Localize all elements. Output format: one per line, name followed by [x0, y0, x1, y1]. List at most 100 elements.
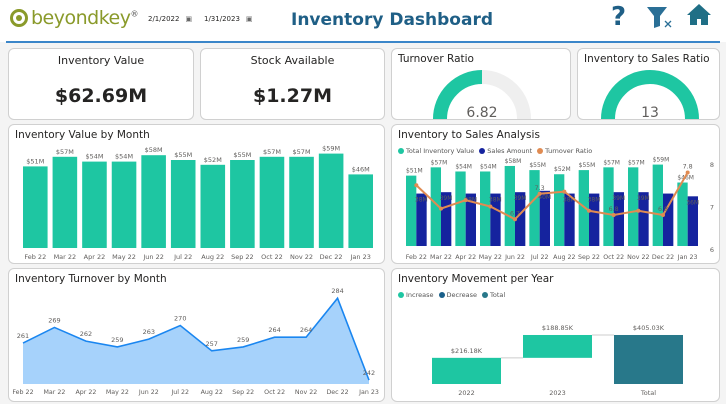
bar-inventory	[603, 167, 614, 246]
kpi-inventory-value: Inventory Value $62.69M	[8, 48, 194, 120]
bar-sales	[515, 192, 526, 246]
data-label: 264	[300, 326, 312, 334]
data-label: 264	[268, 326, 280, 334]
bar-sales	[687, 196, 698, 246]
chart-inventory-sales-analysis: Inventory to Sales Analysis Total Invent…	[391, 124, 720, 264]
turnover-line	[415, 171, 689, 221]
bar-inventory	[480, 171, 491, 246]
data-label: $55M	[174, 151, 192, 159]
data-label: $57M	[293, 148, 311, 156]
bar	[141, 155, 166, 248]
legend-item: Increase	[398, 291, 434, 299]
data-label: 38M	[489, 197, 502, 204]
data-label: 39M	[637, 195, 650, 202]
data-label: 39M	[612, 195, 625, 202]
x-tick-label: Feb 22	[406, 254, 427, 261]
data-label: $57M	[263, 148, 281, 156]
x-tick-label: Feb 22	[12, 389, 33, 396]
data-label: $52M	[204, 156, 222, 164]
data-label: $54M	[85, 153, 103, 161]
data-label: $57M	[603, 159, 620, 166]
bar-inventory	[455, 171, 466, 246]
legend: Increase Decrease Total	[398, 291, 505, 299]
data-label: 263	[143, 328, 155, 336]
data-label: $188.85K	[542, 324, 574, 332]
bar	[200, 164, 226, 248]
data-label: $52M	[554, 166, 571, 173]
bar-sales	[465, 193, 476, 246]
combo-chart: $51M 38M Feb 22 $57M 39M Mar 22 $54M 38M Apr 22 $…	[406, 157, 714, 261]
bar	[170, 160, 196, 248]
turnover-point	[611, 213, 616, 217]
turnover-point	[537, 191, 542, 196]
header-divider	[6, 41, 720, 43]
chart-inventory-turnover-by-month: Inventory Turnover by Month 261 Feb 22 269…	[8, 268, 385, 402]
data-label: $54M	[480, 163, 497, 170]
bar-chart: $51M Feb 22 $57M Mar 22 $54M Apr 22 $54M May 22…	[23, 145, 373, 261]
end-date-picker[interactable]: 1/31/2023 ▣	[201, 12, 256, 26]
data-label: 38M	[588, 197, 601, 204]
data-label: 259	[237, 336, 249, 344]
gauge-value: 13	[641, 105, 659, 121]
gauge-turnover-ratio: Turnover Ratio 6.82	[391, 48, 571, 121]
x-tick-label: Aug 22	[553, 254, 575, 261]
kpi-stock-available: Stock Available $1.27M	[200, 48, 385, 120]
data-label: 242	[363, 369, 375, 377]
data-label: $54M	[455, 163, 472, 170]
bar-sales	[613, 192, 624, 246]
x-tick-label: Total	[640, 389, 656, 397]
bar-inventory	[677, 182, 688, 246]
data-label: 38M	[464, 197, 477, 204]
data-label: 40M	[538, 194, 551, 201]
turnover-point	[587, 208, 591, 213]
gauge: 6.82	[433, 70, 531, 121]
x-tick-label: Jan 23	[677, 254, 698, 261]
turnover-point	[562, 189, 567, 194]
x-tick-label: Mar 22	[44, 389, 66, 396]
data-label: 257	[206, 340, 218, 348]
bar-sales	[490, 193, 501, 246]
data-label: $46M	[677, 175, 694, 182]
home-icon[interactable]	[686, 3, 712, 27]
data-label: $54M	[115, 153, 133, 161]
data-label: 6.8	[658, 206, 668, 213]
gauge-fill	[601, 70, 699, 120]
x-tick-label: Aug 22	[201, 253, 224, 261]
data-label: 36M	[686, 199, 699, 206]
data-label: 7.8	[683, 164, 693, 171]
x-tick-label: Sep 22	[231, 253, 254, 261]
start-date-picker[interactable]: 2/1/2022 ▣	[145, 12, 196, 26]
data-label: $58M	[505, 158, 522, 165]
bar	[111, 161, 137, 248]
data-label: $55M	[233, 151, 251, 159]
calendar-icon: ▣	[185, 15, 193, 23]
y2-tick-label: 8	[710, 161, 714, 169]
x-tick-label: Mar 22	[54, 253, 77, 261]
help-icon[interactable]: ?	[611, 2, 627, 32]
data-label: $46M	[352, 165, 370, 173]
bar-inventory	[529, 170, 540, 246]
turnover-point	[439, 206, 443, 211]
data-label: 284	[331, 287, 343, 295]
data-label: 262	[80, 330, 92, 338]
bar-inventory	[554, 174, 565, 246]
area-line	[22, 296, 370, 381]
x-tick-label: Nov 22	[627, 254, 649, 261]
legend-item: Total	[482, 291, 505, 299]
x-tick-label: May 22	[112, 253, 136, 261]
x-tick-label: May 22	[106, 389, 129, 396]
bar	[318, 153, 344, 248]
data-label: $216.18K	[451, 347, 483, 355]
clear-filter-icon[interactable]	[645, 4, 675, 30]
x-tick-label: Oct 22	[603, 254, 624, 261]
bar	[289, 156, 314, 248]
bar-sales	[589, 193, 600, 246]
area-fill	[23, 298, 369, 384]
turnover-point	[661, 213, 665, 217]
bar-sales	[564, 193, 575, 246]
x-tick-label: Nov 22	[290, 253, 313, 261]
data-label: 261	[17, 332, 29, 340]
x-tick-label: Apr 22	[75, 389, 96, 396]
y2-tick-label: 6	[710, 246, 714, 254]
header: beyondkey® 2/1/2022 ▣ 1/31/2023 ▣ Inventor…	[0, 0, 726, 42]
